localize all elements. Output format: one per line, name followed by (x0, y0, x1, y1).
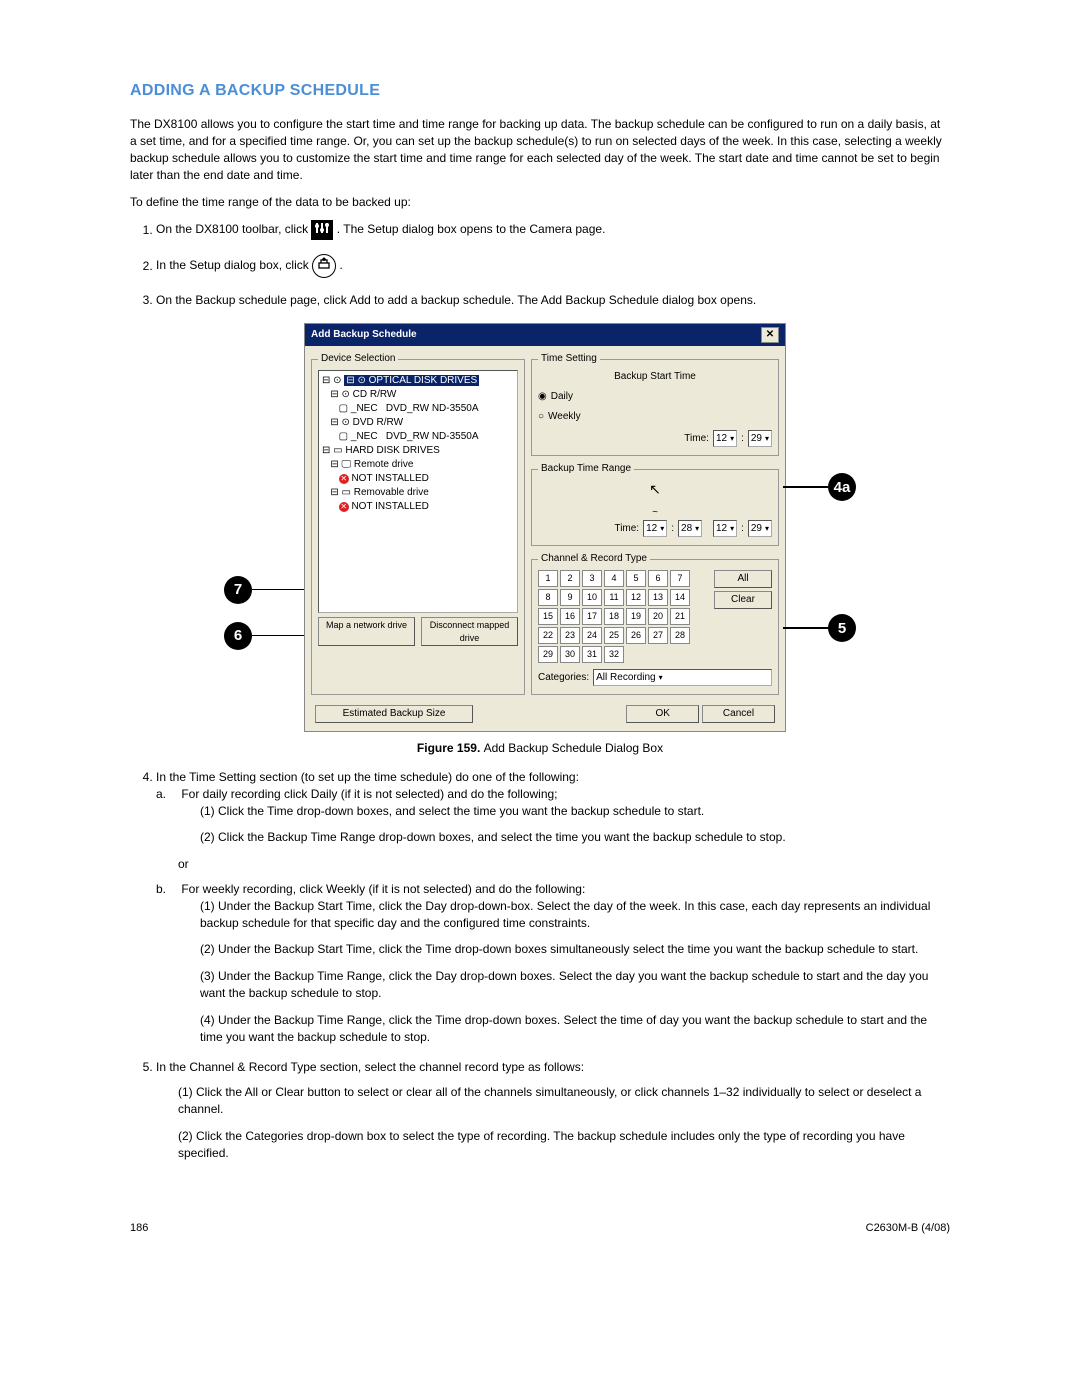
step-4b-3: Under the Backup Time Range, click the D… (200, 968, 950, 1002)
backup-start-time-label: Backup Start Time (538, 370, 772, 384)
channel-button[interactable]: 18 (604, 608, 624, 625)
estimated-backup-size-button[interactable]: Estimated Backup Size (315, 705, 473, 723)
channel-button[interactable]: 31 (582, 646, 602, 663)
callout-6: 6 (224, 622, 252, 650)
step-4a-1: Click the Time drop-down boxes, and sele… (200, 803, 950, 820)
channel-button[interactable]: 3 (582, 570, 602, 587)
channel-button[interactable]: 20 (648, 608, 668, 625)
intro-paragraph: The DX8100 allows you to configure the s… (130, 116, 950, 183)
ok-button[interactable]: OK (626, 705, 699, 723)
device-selection-label: Device Selection (318, 352, 398, 366)
step-4a: For daily recording click Daily (if it i… (178, 786, 950, 846)
step-3: On the Backup schedule page, click Add t… (156, 292, 950, 309)
all-button[interactable]: All (714, 570, 772, 588)
channel-button[interactable]: 1 (538, 570, 558, 587)
categories-label: Categories: (538, 671, 589, 685)
step-2: In the Setup dialog box, click . (156, 254, 950, 278)
channel-button[interactable]: 14 (670, 589, 690, 606)
btr-label: Backup Time Range (538, 462, 634, 476)
range-start-min[interactable]: 28 (678, 520, 702, 537)
channel-button[interactable]: 19 (626, 608, 646, 625)
channel-record-type-group: Channel & Record Type 123456789101112131… (531, 552, 779, 695)
channel-button[interactable]: 8 (538, 589, 558, 606)
close-icon[interactable]: ✕ (761, 327, 779, 343)
channel-button[interactable]: 28 (670, 627, 690, 644)
step-5-1: Click the All or Clear button to select … (178, 1084, 950, 1118)
cursor-icon: ↖ (649, 481, 661, 497)
channel-button[interactable]: 29 (538, 646, 558, 663)
range-end-hour[interactable]: 12 (713, 520, 737, 537)
setup-toolbar-icon (311, 220, 333, 240)
step-5-2: Click the Categories drop-down box to se… (178, 1128, 950, 1162)
channel-button[interactable]: 13 (648, 589, 668, 606)
add-backup-schedule-dialog: Add Backup Schedule ✕ Device Selection ⊟… (304, 323, 786, 732)
channel-button[interactable]: 11 (604, 589, 624, 606)
callout-7: 7 (224, 576, 252, 604)
step-4a-2: Click the Backup Time Range drop-down bo… (200, 829, 950, 846)
time-setting-group: Time Setting Backup Start Time ◉ Daily ○… (531, 352, 779, 456)
callout-4a: 4a (828, 473, 856, 501)
backup-time-range-group: Backup Time Range ↖ ~ Time: 12 : 28 12 :… (531, 462, 779, 546)
channel-button[interactable]: 6 (648, 570, 668, 587)
channel-type-label: Channel & Record Type (538, 552, 650, 566)
channel-button[interactable]: 23 (560, 627, 580, 644)
start-hour-select[interactable]: 12 (713, 430, 737, 447)
step-4b-2: Under the Backup Start Time, click the T… (200, 941, 950, 958)
start-min-select[interactable]: 29 (748, 430, 772, 447)
step-4b: For weekly recording, click Weekly (if i… (178, 881, 950, 1045)
define-line: To define the time range of the data to … (130, 194, 950, 211)
range-end-min[interactable]: 29 (748, 520, 772, 537)
channel-grid[interactable]: 1234567891011121314151617181920212223242… (538, 570, 708, 663)
channel-button[interactable]: 21 (670, 608, 690, 625)
dialog-figure: 7 6 Add Backup Schedule ✕ Device Selecti… (130, 323, 950, 757)
dialog-title: Add Backup Schedule (311, 328, 417, 342)
channel-button[interactable]: 25 (604, 627, 624, 644)
channel-button[interactable]: 27 (648, 627, 668, 644)
step-4b-1: Under the Backup Start Time, click the D… (200, 898, 950, 932)
start-time-label: Time: (684, 432, 709, 446)
weekly-radio[interactable]: ○ (538, 410, 544, 424)
channel-button[interactable]: 10 (582, 589, 602, 606)
step-4: In the Time Setting section (to set up t… (156, 769, 950, 1045)
channel-button[interactable]: 24 (582, 627, 602, 644)
channel-button[interactable]: 17 (582, 608, 602, 625)
channel-button[interactable]: 22 (538, 627, 558, 644)
map-network-drive-button[interactable]: Map a network drive (318, 617, 415, 646)
or-text: or (178, 856, 950, 873)
daily-radio[interactable]: ◉ (538, 390, 547, 404)
channel-button[interactable]: 26 (626, 627, 646, 644)
channel-button[interactable]: 9 (560, 589, 580, 606)
step-5: In the Channel & Record Type section, se… (156, 1059, 950, 1161)
channel-button[interactable]: 12 (626, 589, 646, 606)
device-tree[interactable]: ⊟ ⊙ ⊟ ⊙ OPTICAL DISK DRIVES ⊟ ⊙ CD R/RW … (318, 370, 518, 613)
disconnect-drive-button[interactable]: Disconnect mapped drive (421, 617, 518, 646)
channel-button[interactable]: 7 (670, 570, 690, 587)
device-selection-group: Device Selection ⊟ ⊙ ⊟ ⊙ OPTICAL DISK DR… (311, 352, 525, 695)
doc-id: C2630M-B (4/08) (866, 1221, 950, 1236)
channel-button[interactable]: 32 (604, 646, 624, 663)
step-4b-4: Under the Backup Time Range, click the T… (200, 1012, 950, 1046)
step-1: On the DX8100 toolbar, click . The Setup… (156, 220, 950, 240)
page-title: ADDING A BACKUP SCHEDULE (130, 80, 950, 102)
channel-button[interactable]: 4 (604, 570, 624, 587)
callout-5: 5 (828, 614, 856, 642)
channel-button[interactable]: 5 (626, 570, 646, 587)
channel-button[interactable]: 30 (560, 646, 580, 663)
channel-button[interactable]: 2 (560, 570, 580, 587)
page-number: 186 (130, 1221, 148, 1236)
categories-select[interactable]: All Recording (593, 669, 772, 686)
backup-icon (312, 254, 336, 278)
cancel-button[interactable]: Cancel (702, 705, 775, 723)
time-setting-label: Time Setting (538, 352, 600, 366)
channel-button[interactable]: 15 (538, 608, 558, 625)
range-start-hour[interactable]: 12 (643, 520, 667, 537)
channel-button[interactable]: 16 (560, 608, 580, 625)
clear-button[interactable]: Clear (714, 591, 772, 609)
